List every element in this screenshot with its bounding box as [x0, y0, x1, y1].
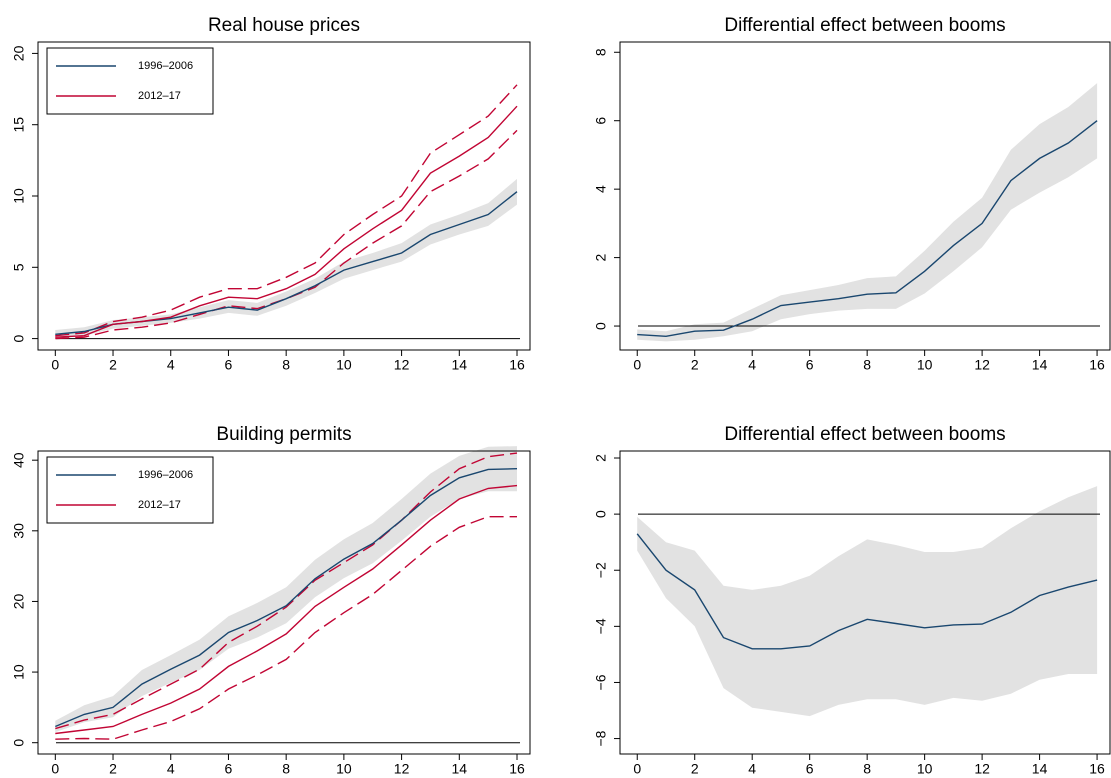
y-tick-label: −6: [593, 674, 609, 690]
legend-label: 1996–2006: [138, 60, 193, 72]
x-tick-label: 2: [109, 761, 117, 777]
ci-line: [55, 452, 518, 730]
x-tick-label: 8: [863, 357, 871, 373]
y-tick-label: 30: [11, 523, 27, 539]
y-tick-label: 0: [11, 739, 27, 747]
y-tick-label: 40: [11, 452, 27, 468]
y-tick-label: −2: [593, 562, 609, 578]
x-tick-label: 4: [748, 761, 756, 777]
series-line: [55, 468, 518, 728]
legend-label: 2012–17: [138, 90, 181, 102]
y-tick-label: −4: [593, 618, 609, 634]
series-line: [636, 533, 1098, 650]
x-tick-label: 14: [1032, 761, 1048, 777]
x-tick-label: 2: [691, 357, 699, 373]
series-line: [55, 105, 518, 338]
y-tick-label: 6: [593, 117, 609, 125]
x-tick-label: 16: [1089, 761, 1105, 777]
chart-title: Differential effect between booms: [724, 15, 1005, 36]
plot-frame: [37, 450, 531, 755]
x-tick-label: 8: [282, 357, 290, 373]
confidence-band: [637, 486, 1098, 717]
x-tick-label: 12: [974, 761, 990, 777]
plot-frame: [619, 450, 1111, 755]
y-tick-label: 2: [593, 454, 609, 462]
y-tick-label: 4: [593, 185, 609, 193]
x-tick-label: 16: [509, 357, 525, 373]
confidence-band: [637, 83, 1098, 342]
x-tick-label: 10: [917, 761, 933, 777]
x-tick-label: 4: [748, 357, 756, 373]
x-tick-label: 16: [1089, 357, 1105, 373]
y-tick-label: 2: [593, 253, 609, 261]
series-line: [55, 484, 518, 735]
x-tick-label: 4: [167, 357, 175, 373]
x-tick-label: 0: [633, 761, 641, 777]
legend-box: [46, 456, 214, 524]
y-tick-label: 10: [11, 188, 27, 204]
y-tick-label: 5: [11, 263, 27, 271]
y-tick-label: 8: [593, 48, 609, 56]
chart-title: Building permits: [216, 424, 351, 445]
x-tick-label: 2: [109, 357, 117, 373]
x-tick-label: 6: [806, 761, 814, 777]
legend-label: 2012–17: [138, 499, 181, 511]
x-tick-label: 10: [336, 761, 352, 777]
confidence-band: [55, 446, 518, 733]
x-tick-label: 14: [452, 761, 468, 777]
series-line: [55, 191, 518, 335]
x-tick-label: 10: [917, 357, 933, 373]
x-tick-label: 12: [394, 357, 410, 373]
plot-frame: [619, 41, 1111, 351]
x-tick-label: 2: [691, 761, 699, 777]
x-tick-label: 4: [167, 761, 175, 777]
x-tick-label: 0: [51, 357, 59, 373]
y-tick-label: 0: [593, 510, 609, 518]
x-tick-label: 10: [336, 357, 352, 373]
x-tick-label: 6: [225, 761, 233, 777]
ci-line: [55, 516, 517, 740]
x-tick-label: 12: [974, 357, 990, 373]
y-tick-label: 10: [11, 664, 27, 680]
ci-line: [55, 84, 518, 337]
chart-title: Differential effect between booms: [724, 424, 1005, 445]
x-tick-label: 14: [452, 357, 468, 373]
ci-line: [55, 129, 518, 340]
x-tick-label: 16: [509, 761, 525, 777]
legend-box: [46, 47, 214, 115]
y-tick-label: −8: [593, 730, 609, 746]
legend-label: 1996–2006: [138, 469, 193, 481]
series-line: [637, 120, 1098, 338]
x-tick-label: 12: [394, 761, 410, 777]
y-tick-label: 20: [11, 45, 27, 61]
x-tick-label: 6: [225, 357, 233, 373]
x-tick-label: 0: [51, 761, 59, 777]
chart-title: Real house prices: [208, 15, 360, 36]
x-tick-label: 8: [863, 761, 871, 777]
y-tick-label: 20: [11, 593, 27, 609]
x-tick-label: 0: [633, 357, 641, 373]
confidence-band: [55, 178, 518, 339]
x-tick-label: 14: [1032, 357, 1048, 373]
x-tick-label: 6: [806, 357, 814, 373]
y-tick-label: 15: [11, 117, 27, 133]
y-tick-label: 0: [593, 322, 609, 330]
x-tick-label: 8: [282, 761, 290, 777]
y-tick-label: 0: [11, 334, 27, 342]
